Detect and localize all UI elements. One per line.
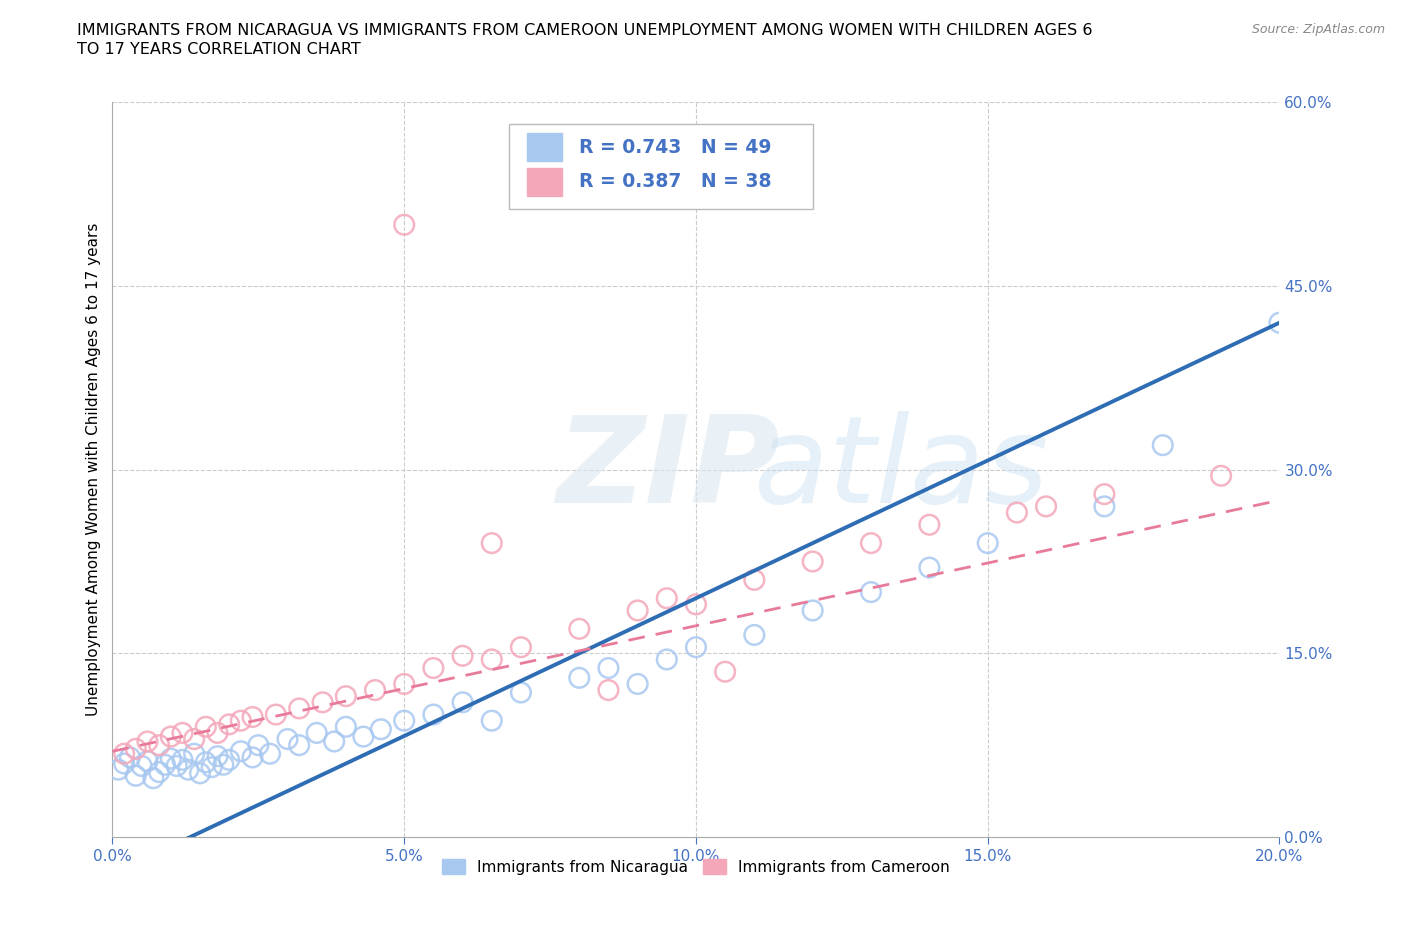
Point <box>148 764 170 779</box>
Text: atlas: atlas <box>755 411 1050 528</box>
Point <box>918 560 941 575</box>
Point <box>801 554 824 569</box>
Point <box>335 720 357 735</box>
Point <box>218 752 240 767</box>
Point <box>194 720 217 735</box>
Point <box>125 741 148 756</box>
Y-axis label: Unemployment Among Women with Children Ages 6 to 17 years: Unemployment Among Women with Children A… <box>86 223 101 716</box>
Point <box>207 725 229 740</box>
Point <box>212 757 235 772</box>
Point <box>142 771 165 786</box>
Point <box>1152 438 1174 453</box>
Point <box>172 725 194 740</box>
Point <box>394 218 416 232</box>
Point <box>568 621 591 636</box>
Text: ZIP: ZIP <box>555 411 780 528</box>
Point <box>201 760 224 775</box>
Text: TO 17 YEARS CORRELATION CHART: TO 17 YEARS CORRELATION CHART <box>77 42 361 57</box>
Point <box>394 713 416 728</box>
Point <box>1094 486 1116 501</box>
Point <box>1005 505 1028 520</box>
Point <box>207 749 229 764</box>
Point <box>422 660 444 675</box>
Point <box>264 707 287 722</box>
Point <box>112 746 135 761</box>
Point <box>1209 469 1232 484</box>
Point <box>655 591 678 605</box>
Point <box>1094 498 1116 513</box>
Point <box>172 752 194 767</box>
Bar <box>527 167 562 195</box>
Point <box>194 755 217 770</box>
Point <box>1268 315 1291 330</box>
Point <box>364 683 387 698</box>
Point <box>481 713 503 728</box>
Point <box>394 676 416 691</box>
Point <box>451 648 474 663</box>
Point <box>288 701 311 716</box>
Point <box>481 536 503 551</box>
Text: R = 0.387   N = 38: R = 0.387 N = 38 <box>579 172 772 192</box>
Legend: Immigrants from Nicaragua, Immigrants from Cameroon: Immigrants from Nicaragua, Immigrants fr… <box>436 853 956 881</box>
Point <box>323 734 346 749</box>
Point <box>160 729 183 744</box>
Point <box>742 628 765 643</box>
Point <box>860 585 883 600</box>
Text: IMMIGRANTS FROM NICARAGUA VS IMMIGRANTS FROM CAMEROON UNEMPLOYMENT AMONG WOMEN W: IMMIGRANTS FROM NICARAGUA VS IMMIGRANTS … <box>77 23 1092 38</box>
Point <box>918 517 941 532</box>
Point <box>118 750 141 764</box>
Point <box>370 722 392 737</box>
Point <box>1035 498 1057 513</box>
Text: R = 0.743   N = 49: R = 0.743 N = 49 <box>579 138 772 156</box>
Point <box>627 603 650 618</box>
Point <box>742 573 765 588</box>
Point <box>288 737 311 752</box>
Point <box>627 676 650 691</box>
Point <box>276 732 298 747</box>
Point <box>177 763 200 777</box>
Point <box>598 660 620 675</box>
Point <box>112 756 135 771</box>
Point <box>714 664 737 679</box>
Point <box>247 737 270 752</box>
Point <box>107 763 129 777</box>
Point <box>166 759 188 774</box>
Point <box>136 734 159 749</box>
Point <box>183 732 205 747</box>
Bar <box>527 133 562 161</box>
Point <box>131 759 153 774</box>
Point <box>685 640 707 655</box>
Point <box>229 713 252 728</box>
Point <box>568 671 591 685</box>
FancyBboxPatch shape <box>509 125 813 209</box>
Point <box>860 536 883 551</box>
Point <box>188 766 211 781</box>
Point <box>153 757 176 772</box>
Point <box>451 695 474 710</box>
Point <box>685 597 707 612</box>
Point <box>655 652 678 667</box>
Point <box>422 707 444 722</box>
Point <box>259 746 281 761</box>
Point <box>242 710 264 724</box>
Point <box>305 725 328 740</box>
Point <box>801 603 824 618</box>
Point <box>148 737 170 752</box>
Point <box>229 744 252 759</box>
Point <box>125 768 148 783</box>
Point <box>976 536 998 551</box>
Point <box>509 685 531 700</box>
Point <box>598 683 620 698</box>
Point <box>218 717 240 732</box>
Point <box>311 695 333 710</box>
Point <box>481 652 503 667</box>
Point <box>160 751 183 766</box>
Point <box>352 729 374 744</box>
Point <box>242 750 264 764</box>
Point <box>335 689 357 704</box>
Point <box>509 640 531 655</box>
Point <box>183 746 205 761</box>
Point <box>136 753 159 768</box>
Text: Source: ZipAtlas.com: Source: ZipAtlas.com <box>1251 23 1385 36</box>
